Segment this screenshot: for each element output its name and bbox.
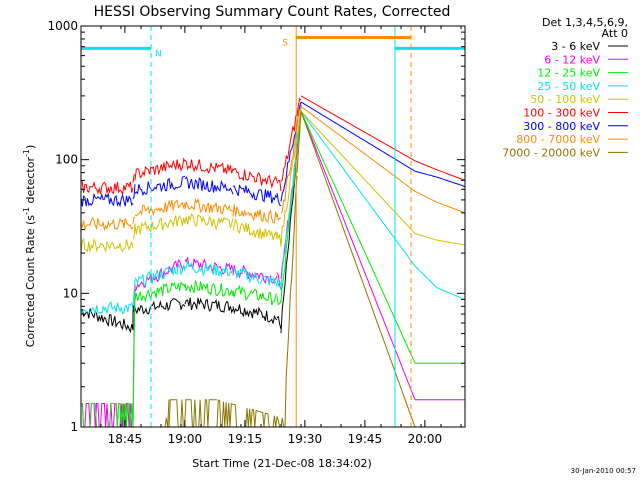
series-line-7 xyxy=(81,106,465,232)
y-axis-label-sup2: -1 xyxy=(22,149,31,157)
x-tick-label: 18:45 xyxy=(108,432,143,446)
legend-label: 100 - 300 keV xyxy=(523,107,600,120)
chart-title: HESSI Observing Summary Count Rates, Cor… xyxy=(94,4,451,20)
legend-label: 25 - 50 keV xyxy=(537,80,600,93)
y-axis-label: Corrected Count Rate (s-1 detector-1) xyxy=(22,145,37,348)
legend-label: 50 - 100 keV xyxy=(530,93,600,106)
flag-label-n: N xyxy=(155,49,162,59)
legend-header: Det 1,3,4,5,6,9, xyxy=(542,16,628,29)
y-tick-label: 100 xyxy=(55,153,78,167)
y-axis-label-sup1: -1 xyxy=(22,207,31,215)
y-tick-label: 10 xyxy=(63,286,78,300)
plot-frame xyxy=(80,25,466,428)
legend-label: 800 - 7000 keV xyxy=(516,133,600,146)
y-tick-label: 1 xyxy=(70,420,78,434)
axes: 1 10 100 1000 18:45 19:00 19:15 19:30 19:45 20:00 xyxy=(47,19,466,446)
legend-label: 7000 - 20000 keV xyxy=(502,146,600,159)
x-tick-label: 19:15 xyxy=(228,432,263,446)
plot-area xyxy=(81,95,465,427)
x-tick-label: 19:30 xyxy=(288,432,323,446)
series-line-5 xyxy=(81,95,465,196)
footer-timestamp: 30-Jan-2010 00:57 xyxy=(571,467,636,475)
x-axis-label: Start Time (21-Dec-08 18:34:02) xyxy=(192,457,372,470)
series-line-4 xyxy=(81,108,465,254)
x-tick-label: 20:00 xyxy=(408,432,443,446)
x-tick-label: 19:00 xyxy=(168,432,203,446)
y-axis-label-mid: detector xyxy=(24,157,37,207)
legend-label: 6 - 12 keV xyxy=(544,53,600,66)
series-line-6 xyxy=(81,101,465,208)
flag-label-s: S xyxy=(282,39,288,49)
legend-header: Att 0 xyxy=(602,27,628,40)
y-tick-label: 1000 xyxy=(47,19,78,33)
series-line-3 xyxy=(81,105,465,315)
x-tick-label: 19:45 xyxy=(348,432,383,446)
series-line-0 xyxy=(81,105,302,334)
legend-label: 12 - 25 keV xyxy=(537,67,600,80)
legend-label: 300 - 800 keV xyxy=(523,120,600,133)
series-line-1 xyxy=(81,111,465,427)
legend-label: 3 - 6 keV xyxy=(551,40,600,53)
series-line-8 xyxy=(81,111,465,427)
y-axis-label-main: Corrected Count Rate (s xyxy=(24,215,37,348)
y-axis-label-end: ) xyxy=(24,145,37,149)
